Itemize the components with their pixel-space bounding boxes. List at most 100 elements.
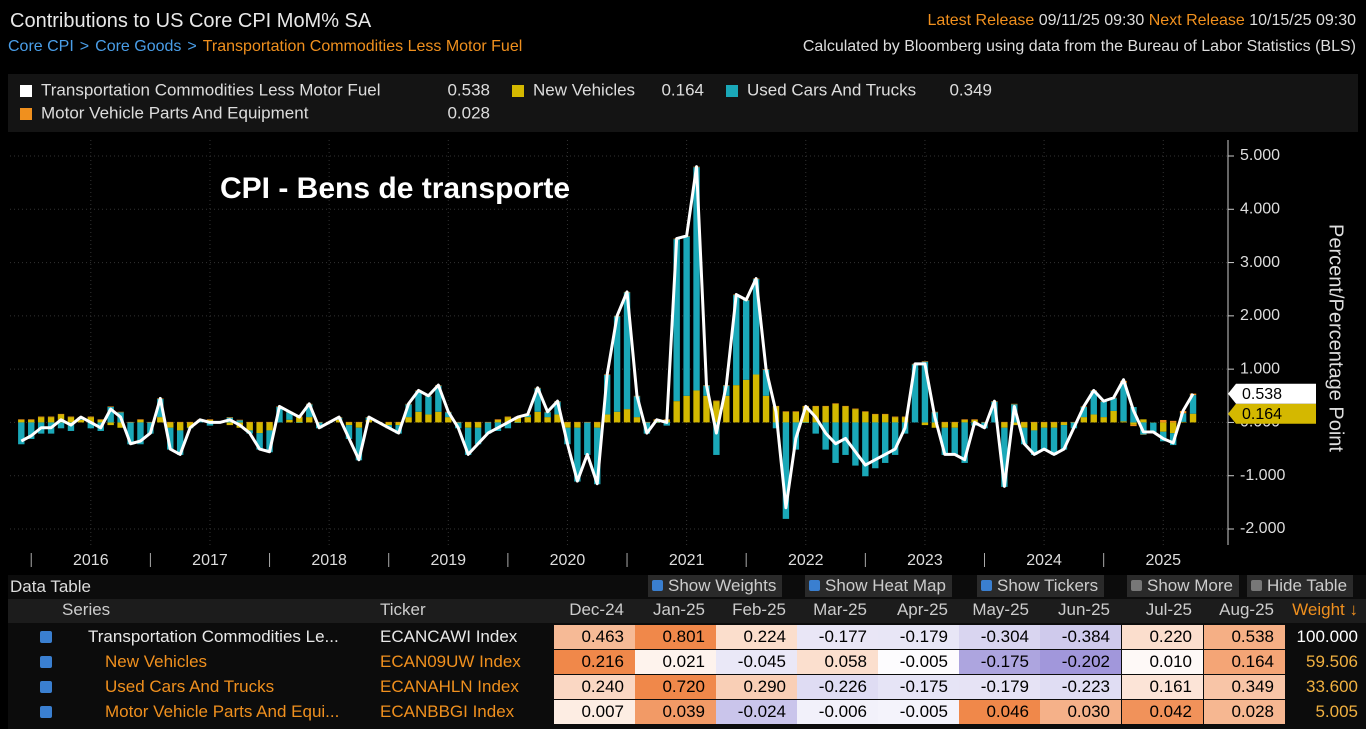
bar — [1090, 390, 1097, 415]
bar — [574, 422, 581, 428]
table-option[interactable]: Show More — [1127, 575, 1239, 597]
bar — [1160, 422, 1167, 432]
bar — [832, 403, 839, 404]
heat-cell — [1122, 700, 1203, 724]
bar — [256, 433, 263, 450]
heat-cell — [878, 650, 959, 674]
bar — [18, 419, 25, 420]
legend-value: 0.028 — [447, 103, 490, 122]
bar — [28, 419, 35, 423]
crumb[interactable]: Core Goods — [95, 38, 182, 55]
heat-cell — [959, 675, 1040, 699]
y-axis-label: Percent/Percentage Point — [1325, 224, 1347, 452]
bar — [206, 419, 214, 420]
bar — [306, 417, 313, 423]
row-checkbox[interactable] — [40, 631, 52, 643]
bar — [1100, 417, 1107, 423]
bar — [385, 422, 392, 426]
bar — [425, 396, 432, 415]
bar — [256, 422, 263, 434]
bar — [713, 422, 720, 455]
x-tick-label: 2023 — [907, 552, 943, 569]
bar — [87, 416, 95, 418]
bar — [1030, 421, 1038, 423]
bar — [802, 406, 809, 423]
bar — [941, 422, 948, 428]
bar — [494, 419, 502, 420]
heat-cell — [554, 650, 635, 674]
bar — [842, 405, 849, 407]
bar — [266, 430, 273, 453]
table-option[interactable]: Show Heat Map — [805, 575, 952, 597]
table-title: Data Table — [10, 577, 91, 596]
bar — [256, 421, 263, 423]
y-tick-label: 4.000 — [1240, 200, 1280, 217]
latest: 09/11/25 09:30 — [1038, 12, 1145, 29]
crumb[interactable]: Core CPI — [8, 38, 74, 55]
row-checkbox[interactable] — [40, 681, 52, 693]
row-checkbox[interactable] — [40, 656, 52, 668]
bar — [544, 417, 551, 423]
bar — [812, 406, 819, 423]
bar — [1090, 414, 1097, 423]
cell-value: 0.216 — [581, 652, 624, 671]
bar — [603, 375, 611, 415]
header-row-bg — [8, 599, 1366, 623]
heat-cell — [554, 700, 635, 724]
bar — [723, 395, 730, 423]
cell-value: 0.240 — [581, 677, 624, 696]
column-header: Mar-25 — [813, 600, 867, 619]
bar — [872, 414, 879, 423]
bar — [1140, 419, 1147, 423]
bar — [882, 422, 889, 463]
bar — [683, 236, 690, 396]
x-tick-label: 2020 — [550, 552, 586, 569]
bar — [107, 406, 114, 407]
legend-swatch — [20, 108, 32, 120]
value-flag — [1228, 403, 1316, 424]
bar — [1021, 427, 1028, 445]
crumb-sep: > — [79, 38, 90, 55]
cell-value: -0.005 — [899, 702, 948, 721]
y-tick-label: -2.000 — [1240, 520, 1285, 537]
heat-cell — [554, 625, 635, 649]
bar — [1189, 413, 1197, 423]
bar — [345, 425, 353, 439]
table-option[interactable]: Show Tickers — [977, 575, 1105, 597]
cell-value: -0.304 — [980, 627, 1029, 646]
bar — [1179, 421, 1187, 423]
table-option[interactable]: Hide Table — [1247, 575, 1354, 597]
bar — [137, 422, 144, 445]
bar — [713, 400, 720, 402]
bar — [742, 300, 750, 380]
bar — [961, 419, 968, 420]
bar — [921, 422, 929, 426]
bar — [872, 413, 879, 415]
bar — [792, 411, 800, 412]
table-option[interactable]: Show Weights — [648, 575, 783, 597]
cell-value: 0.463 — [581, 627, 624, 646]
y-tick-label: 2.000 — [1240, 307, 1280, 324]
column-header: Aug-25 — [1219, 600, 1274, 619]
bar — [1040, 421, 1048, 423]
bar — [226, 417, 234, 418]
bar — [87, 417, 95, 423]
bar — [623, 409, 631, 423]
bar — [37, 417, 45, 423]
crumb[interactable]: Transportation Commodities Less Motor Fu… — [202, 38, 523, 55]
bar — [504, 416, 512, 418]
bar — [67, 416, 75, 418]
row-checkbox[interactable] — [40, 706, 52, 718]
bar — [891, 416, 899, 418]
cell-value: 0.039 — [662, 702, 705, 721]
cell-value: -0.202 — [1061, 652, 1110, 671]
option-icon — [1251, 580, 1262, 591]
bar — [524, 414, 531, 418]
bar — [186, 421, 194, 423]
bar — [1021, 422, 1028, 428]
column-header: May-25 — [972, 600, 1029, 619]
option-icon — [809, 580, 820, 591]
bar — [961, 422, 968, 463]
legend-name: Used Cars And Trucks — [747, 80, 916, 99]
y-tick-label: 5.000 — [1240, 147, 1280, 164]
